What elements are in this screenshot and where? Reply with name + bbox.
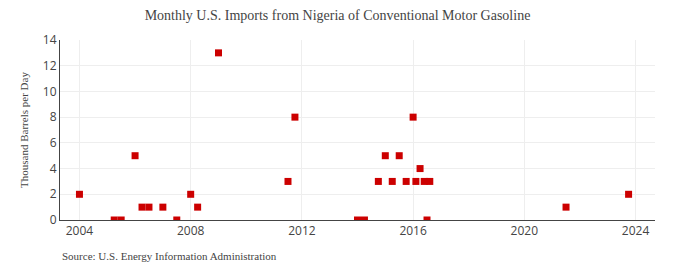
- svg-text:2004: 2004: [66, 222, 94, 239]
- svg-text:12: 12: [43, 57, 57, 74]
- svg-text:2020: 2020: [511, 222, 539, 239]
- svg-text:2012: 2012: [288, 222, 316, 239]
- svg-text:14: 14: [43, 31, 57, 48]
- svg-text:10: 10: [43, 83, 57, 100]
- svg-text:2008: 2008: [177, 222, 205, 239]
- svg-text:0: 0: [50, 211, 57, 228]
- svg-text:Source: U.S. Energy Informatio: Source: U.S. Energy Information Administ…: [62, 250, 277, 262]
- svg-text:4: 4: [50, 160, 57, 177]
- svg-text:2016: 2016: [399, 222, 427, 239]
- svg-text:2: 2: [50, 185, 57, 202]
- svg-text:Monthly U.S. Imports from Nige: Monthly U.S. Imports from Nigeria of Con…: [145, 8, 531, 23]
- svg-text:8: 8: [50, 108, 57, 125]
- svg-text:2024: 2024: [622, 222, 650, 239]
- svg-text:Thousand Barrels per Day: Thousand Barrels per Day: [18, 72, 30, 188]
- svg-text:6: 6: [50, 134, 57, 151]
